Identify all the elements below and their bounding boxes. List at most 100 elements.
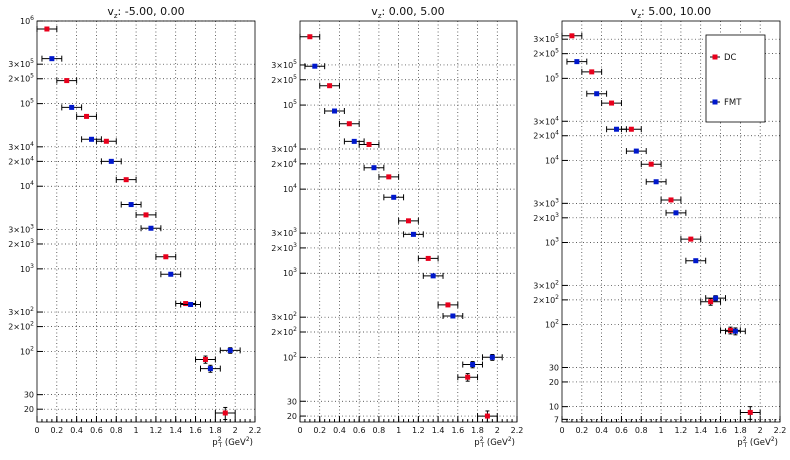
x-tick-label: 1.4: [694, 426, 707, 435]
series-fmt: [566, 58, 746, 336]
y-tick-label: 2×104: [271, 158, 297, 169]
data-point: [747, 409, 753, 415]
y-tick-label: 102: [283, 351, 297, 362]
y-tick-label: 20: [287, 412, 297, 421]
data-point: [69, 104, 75, 110]
x-tick-label: 0.4: [595, 426, 608, 435]
x-tick-label: 0.2: [313, 426, 326, 435]
data-point: [391, 194, 397, 200]
y-tick-label: 103: [283, 267, 297, 278]
data-point: [614, 126, 619, 132]
y-tick-label: 3×102: [8, 306, 34, 317]
y-tick-label: 106: [20, 15, 34, 26]
legend-label: DC: [724, 53, 737, 63]
data-point: [366, 141, 372, 147]
plot-frame: [36, 20, 256, 423]
data-point: [465, 374, 471, 380]
y-tick-label: 104: [545, 154, 559, 165]
data-point: [484, 413, 490, 419]
x-tick-label: 0.2: [50, 426, 63, 435]
x-tick-label: 2: [758, 426, 763, 435]
x-tick-label: 0.4: [70, 426, 83, 435]
legend-box: [705, 34, 766, 123]
data-point: [163, 254, 169, 260]
chart-panel-3: vz: 5.00, 10.00 0 0.2 0.4 0.6 0.8 1 1.2 1.4 1.6 1.…: [533, 5, 786, 449]
x-tick-label: 1.4: [169, 426, 182, 435]
data-point: [89, 136, 94, 142]
y-tick-label: 2×103: [8, 238, 34, 249]
data-point: [108, 158, 114, 164]
data-point: [371, 165, 377, 171]
y-tick-label: 3×103: [271, 227, 297, 238]
data-point: [207, 366, 213, 372]
y-tick-label: 3×102: [271, 311, 297, 322]
y-tick-label: 102: [20, 345, 34, 356]
x-tick-label: 0: [559, 426, 564, 435]
x-tick-label: 0: [34, 426, 39, 435]
x-tick-label: 1.6: [714, 426, 727, 435]
data-point: [688, 236, 694, 242]
series-fmt: [304, 63, 503, 369]
x-axis-label: p2 T (GeV2): [474, 436, 515, 449]
series-fmt: [41, 55, 241, 373]
y-tick-label: 2×102: [533, 294, 559, 305]
y-tick-label: 10: [549, 403, 559, 412]
legend-label: FMT: [724, 98, 742, 108]
data-point: [188, 302, 194, 308]
y-tick-label: 3×104: [533, 115, 559, 126]
x-tick-label: 1: [659, 426, 664, 435]
data-point: [148, 225, 154, 231]
data-point: [64, 78, 70, 84]
x-tick-label: 1.2: [675, 426, 688, 435]
x-tick-label: 0: [297, 426, 302, 435]
data-point: [648, 161, 654, 167]
x-tick-label: 2.2: [511, 426, 524, 435]
y-tick-label: 3×104: [271, 143, 297, 154]
data-point: [470, 362, 476, 368]
data-point: [307, 34, 313, 40]
series-dc: [561, 32, 761, 420]
series-dc: [36, 26, 236, 421]
x-tick-label: 0.8: [373, 426, 386, 435]
data-point: [227, 347, 233, 353]
data-point: [489, 354, 495, 360]
data-point: [450, 313, 456, 319]
chart-panel-1: vz: -5.00, 0.00 0 0.2 0.4 0.6 0.8 1 1.2 1.4 1.6 1.…: [8, 5, 261, 449]
y-tick-label: 3×102: [533, 279, 559, 290]
x-tick-label: 0.8: [110, 426, 123, 435]
x-tick-label: 1.8: [734, 426, 747, 435]
data-point: [430, 273, 436, 279]
x-tick-label: 2: [495, 426, 500, 435]
y-tick-label: 2×103: [271, 242, 297, 253]
y-tick-label: 2×105: [8, 73, 34, 84]
y-tick-label: 3×103: [8, 223, 34, 234]
data-point: [410, 231, 416, 237]
x-axis-label: p2 T (GeV2): [212, 436, 253, 449]
x-axis-label: p2 T (GeV2): [737, 436, 778, 449]
data-point: [346, 121, 352, 127]
data-point: [693, 258, 699, 264]
y-tick-label: 2×105: [533, 48, 559, 59]
data-point: [44, 26, 50, 32]
data-point: [168, 271, 174, 277]
chart-panel-2: vz: 0.00, 5.00 0 0.2 0.4 0.6 0.8 1 1.2 1.4 1.6 1.8…: [271, 5, 523, 449]
y-tick-label: 2×102: [271, 326, 297, 337]
data-point: [202, 356, 208, 362]
x-tick-label: 1: [134, 426, 139, 435]
y-tick-label: 3×105: [8, 58, 34, 69]
y-tick-label: 3×104: [8, 141, 34, 152]
data-point: [633, 148, 639, 154]
data-point: [713, 295, 719, 301]
data-point: [143, 212, 149, 218]
y-tick-label: 3×103: [533, 197, 559, 208]
data-point: [574, 59, 580, 65]
data-point: [312, 63, 318, 69]
x-tick-label: 1.6: [189, 426, 202, 435]
x-tick-label: 1.2: [412, 426, 425, 435]
data-point: [222, 410, 228, 416]
series-dc: [299, 33, 498, 423]
data-point: [668, 197, 674, 203]
y-tick-label: 104: [283, 183, 297, 194]
data-point: [351, 138, 357, 144]
